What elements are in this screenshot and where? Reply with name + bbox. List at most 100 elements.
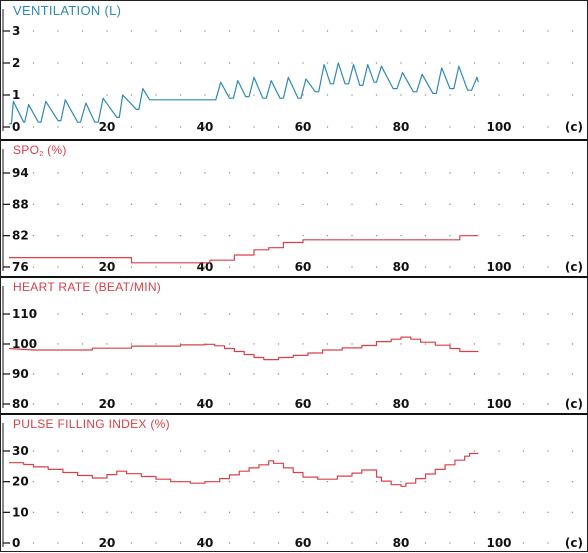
grid-dot: [449, 234, 451, 237]
grid-dot: [57, 313, 59, 315]
grid-dot: [326, 126, 329, 128]
grid-dot: [204, 511, 206, 514]
grid-dot: [32, 343, 35, 345]
grid-dot: [351, 234, 353, 237]
grid-dot: [473, 373, 476, 375]
grid-dot: [32, 450, 35, 452]
grid-dot: [326, 266, 329, 268]
grid-dot: [32, 266, 35, 268]
grid-dot: [522, 94, 525, 96]
grid-dot: [253, 234, 255, 237]
grid-dot: [57, 203, 59, 206]
grid-dot: [449, 30, 451, 32]
grid-dot: [326, 62, 329, 64]
grid-dot: [277, 234, 280, 237]
grid-dot: [228, 266, 231, 268]
x-unit-label: (c): [565, 260, 583, 274]
pfi-panel: 0 10 20 30 20 40 60 80 100 (c) PULSE FILLING INDE…: [1, 415, 588, 553]
grid-dot: [155, 313, 157, 315]
heart-rate-title: HEART RATE (BEAT/MIN): [13, 280, 162, 294]
grid-dot: [57, 542, 59, 544]
grid-dot: [522, 480, 525, 483]
grid-dot: [253, 511, 255, 514]
grid-dot: [179, 313, 182, 315]
grid-dot: [253, 172, 255, 174]
grid-dot: [155, 343, 157, 345]
grid-dot: [57, 30, 59, 32]
x-tick-label: 80: [393, 536, 410, 550]
pfi-title: PULSE FILLING INDEX (%): [13, 417, 170, 431]
grid-dot: [400, 542, 402, 544]
grid-dot: [130, 403, 133, 405]
spo2-series-line: [9, 235, 479, 264]
grid-dot: [351, 511, 353, 514]
grid-dot: [253, 313, 255, 315]
grid-dot: [424, 542, 427, 544]
grid-dot: [155, 30, 157, 32]
grid-dot: [326, 480, 329, 483]
grid-dot: [498, 343, 500, 345]
grid-dot: [32, 126, 35, 128]
x-tick-label: 40: [197, 120, 214, 134]
grid-dot: [498, 203, 500, 206]
grid-dot: [106, 266, 108, 268]
grid-dot: [302, 313, 304, 315]
grid-dot: [400, 450, 402, 452]
grid-dot: [277, 511, 280, 514]
grid-dot: [326, 343, 329, 345]
grid-dot: [106, 373, 108, 375]
grid-dot: [498, 266, 500, 268]
grid-dot: [424, 450, 427, 452]
x-tick-label: 20: [99, 120, 116, 134]
grid-dot: [547, 94, 549, 96]
grid-dot: [155, 542, 157, 544]
grid-dot: [302, 203, 304, 206]
grid-dot: [81, 480, 84, 483]
grid-dot: [498, 172, 500, 174]
grid-dot: [228, 126, 231, 128]
grid-dot: [179, 511, 182, 514]
grid-dot: [547, 30, 549, 32]
grid-dot: [81, 343, 84, 345]
grid-dot: [400, 30, 402, 32]
grid-dot: [57, 172, 59, 174]
grid-dot: [522, 450, 525, 452]
grid-dot: [106, 234, 108, 237]
heart-rate-panel: 80 90 100 110 20 40 60 80 100 (c) HEART RATE (BEA…: [1, 278, 588, 414]
y-tick-label: 76: [12, 260, 29, 274]
y-tick-label: 1: [12, 88, 20, 102]
grid-dot: [326, 30, 329, 32]
grid-dot: [228, 450, 231, 452]
grid-dot: [498, 450, 500, 452]
grid-dot: [571, 203, 574, 206]
grid-dot: [498, 234, 500, 237]
y-tick-label: 94: [12, 166, 29, 180]
grid-dot: [228, 234, 231, 237]
grid-dot: [130, 542, 133, 544]
grid-dot: [228, 30, 231, 32]
grid-dot: [424, 94, 427, 96]
grid-dot: [351, 30, 353, 32]
grid-dot: [155, 203, 157, 206]
grid-dot: [522, 511, 525, 514]
grid-dot: [351, 126, 353, 128]
grid-dot: [498, 373, 500, 375]
grid-dot: [326, 172, 329, 174]
x-unit-label: (c): [565, 397, 583, 411]
grid-dot: [32, 480, 35, 483]
grid-dot: [155, 450, 157, 452]
grid-dot: [130, 30, 133, 32]
grid-dot: [547, 450, 549, 452]
grid-dot: [155, 94, 157, 96]
grid-dot: [547, 480, 549, 483]
y-tick-label: 20: [12, 475, 29, 489]
grid-dot: [57, 126, 59, 128]
grid-dot: [522, 373, 525, 375]
grid-dot: [571, 94, 574, 96]
grid-dot: [449, 403, 451, 405]
grid-dot: [400, 62, 402, 64]
grid-dot: [498, 542, 500, 544]
grid-dot: [473, 62, 476, 64]
grid-dot: [106, 62, 108, 64]
x-tick-label: 20: [99, 397, 116, 411]
